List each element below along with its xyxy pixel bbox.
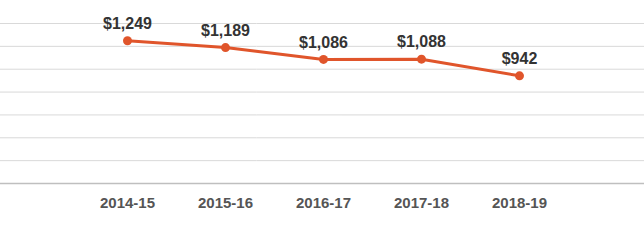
svg-text:2014-15: 2014-15 — [100, 194, 155, 211]
svg-text:$1,086: $1,086 — [299, 34, 348, 51]
svg-text:$1,249: $1,249 — [103, 15, 152, 32]
svg-text:$1,189: $1,189 — [201, 22, 250, 39]
svg-text:2015-16: 2015-16 — [198, 194, 253, 211]
svg-text:2017-18: 2017-18 — [394, 194, 449, 211]
svg-text:$1,088: $1,088 — [397, 33, 446, 50]
svg-text:2016-17: 2016-17 — [296, 194, 351, 211]
svg-text:$942: $942 — [502, 50, 538, 67]
svg-text:2018-19: 2018-19 — [492, 194, 547, 211]
